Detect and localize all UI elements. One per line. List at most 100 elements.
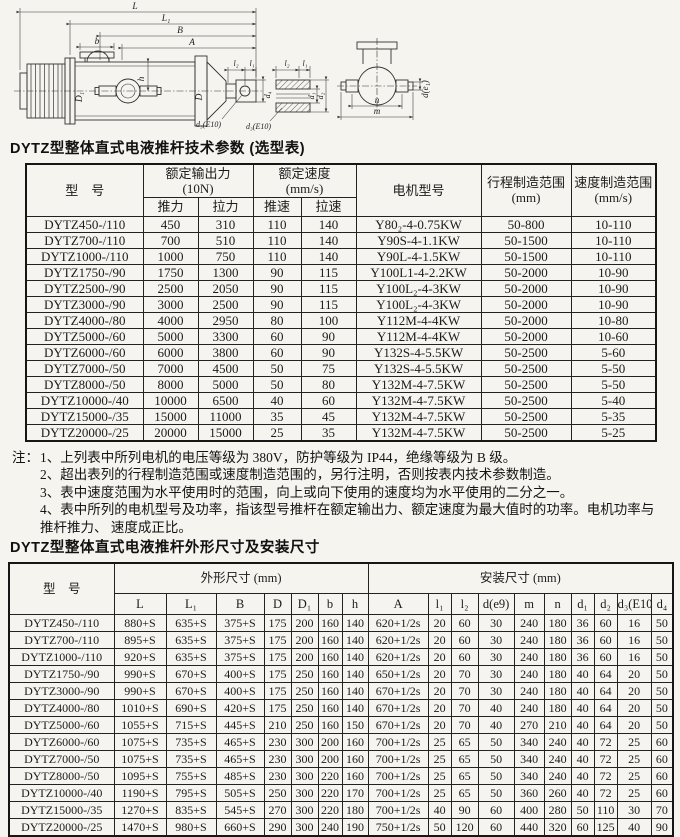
column-header: d(e9) xyxy=(477,592,515,615)
model-cell: DYTZ700-/110 xyxy=(25,231,144,249)
value-cell: 70 xyxy=(450,698,479,717)
value-cell: 60 xyxy=(450,613,479,632)
value-cell: 50-2500 xyxy=(480,375,572,393)
value-cell: 60 xyxy=(650,783,674,802)
value-cell: 300 xyxy=(290,783,319,802)
dim-label-m: m xyxy=(374,106,381,116)
col-header-rated-speed: 额定速度 (mm/s) xyxy=(252,163,357,198)
value-cell: 90 xyxy=(252,279,302,297)
value-cell: 20 xyxy=(616,664,652,683)
value-cell: 750 xyxy=(197,247,254,265)
column-header: l₂ xyxy=(450,592,479,615)
table2-title: DYTZ型整体直式电液推杆外形尺寸及安装尺寸 xyxy=(10,540,320,556)
value-cell: 50 xyxy=(477,783,515,802)
value-cell: 200 xyxy=(317,749,343,768)
value-cell: 50 xyxy=(650,681,674,700)
dim-label-d3: d₃(E10) xyxy=(246,122,271,131)
value-cell: 5000 xyxy=(197,375,254,393)
value-cell: 180 xyxy=(543,630,572,649)
value-cell: 230 xyxy=(263,766,292,785)
value-cell: 300 xyxy=(290,800,319,819)
value-cell: 60 xyxy=(477,800,515,819)
table-row: DYTZ1750-/90 990+S 670+S 400+S 175 250 160 140 6… xyxy=(8,664,674,683)
note-line: 4、表中所列的电机型号及功率，指该型号推杆在额定输出力、额定速度为最大值时的功率… xyxy=(12,501,666,536)
table-row: DYTZ20000-/25 20000 15000 25 35 Y132M-4-7.5KW… xyxy=(25,423,657,441)
column-header: d₂ xyxy=(593,592,618,615)
value-cell: 270 xyxy=(263,800,292,819)
model-cell: DYTZ7000-/50 xyxy=(8,749,115,768)
value-cell: 80 xyxy=(252,311,302,329)
value-cell: 240 xyxy=(543,732,572,751)
value-cell: 670+1/2s xyxy=(367,715,429,734)
value-cell: 90 xyxy=(300,343,357,361)
table-row: DYTZ5000-/60 5000 3300 60 90 Y112M-4-4KW 50-20… xyxy=(25,327,657,345)
value-cell: 375+S xyxy=(215,647,265,666)
value-cell: 375+S xyxy=(215,630,265,649)
table-row: DYTZ4000-/80 1010+S 690+S 420+S 175 250 160 140… xyxy=(8,698,674,717)
value-cell: 10-80 xyxy=(570,311,657,329)
value-cell: 990+S xyxy=(113,664,167,683)
table-row: DYTZ6000-/60 6000 3800 60 90 Y132S-4-5.5KW 50-… xyxy=(25,343,657,361)
value-cell: 250 xyxy=(290,681,319,700)
value-cell: 6000 xyxy=(142,343,199,361)
value-cell: 175 xyxy=(263,698,292,717)
value-cell: 140 xyxy=(300,247,357,265)
header-line: (mm) xyxy=(511,190,541,206)
value-cell: 15000 xyxy=(142,407,199,425)
value-cell: 50 xyxy=(650,664,674,683)
value-cell: 260 xyxy=(543,783,572,802)
note-text: 3、表中速度范围为水平使用时的范围，向上或向下使用的速度均为水平使用的二分之一。 xyxy=(40,484,574,500)
value-cell: 670+S xyxy=(165,681,217,700)
value-cell: 690+S xyxy=(165,698,217,717)
value-cell: 140 xyxy=(300,215,357,233)
value-cell: 120 xyxy=(450,817,479,836)
value-cell: 3300 xyxy=(197,327,254,345)
value-cell: 10-90 xyxy=(570,279,657,297)
value-cell: 20 xyxy=(616,698,652,717)
value-cell: 310 xyxy=(197,215,254,233)
value-cell: 30 xyxy=(616,800,652,819)
value-cell: 90 xyxy=(252,263,302,281)
document-page: L L₁ B A b h D₁ D l₂ l₁ d₄ d₃(E10) xyxy=(8,2,675,837)
model-cell: DYTZ5000-/60 xyxy=(8,715,115,734)
value-cell: 140 xyxy=(341,630,369,649)
table-row: DYTZ3000-/90 990+S 670+S 400+S 175 250 160 140 6… xyxy=(8,681,674,700)
value-cell: 150 xyxy=(341,715,369,734)
value-cell: 230 xyxy=(263,749,292,768)
table-row: DYTZ2500-/90 2500 2050 90 115 Y100L₂-4-3KW 50-… xyxy=(25,279,657,297)
value-cell: 700+1/2s xyxy=(367,783,429,802)
value-cell: 50-800 xyxy=(480,215,572,233)
value-cell: 5-25 xyxy=(570,423,657,441)
value-cell: 2500 xyxy=(197,295,254,313)
value-cell: 700 xyxy=(142,231,199,249)
table-row: DYTZ15000-/35 15000 11000 35 45 Y132M-4-7.5KW… xyxy=(25,407,657,425)
model-cell: DYTZ3000-/90 xyxy=(8,681,115,700)
table1-body: DYTZ450-/110 450 310 110 140 Y80₂-4-0.75KW 50-… xyxy=(25,215,657,441)
value-cell: 16 xyxy=(616,647,652,666)
table-row: DYTZ6000-/60 1075+S 735+S 465+S 230 300 200 160… xyxy=(8,732,674,751)
value-cell: 40 xyxy=(570,783,595,802)
dim-label-l1: l₁ xyxy=(249,59,254,68)
dim-label-d2: d₂ xyxy=(316,92,325,99)
model-cell: DYTZ8000-/50 xyxy=(25,375,144,393)
value-cell: Y132S-4-5.5KW xyxy=(355,359,482,377)
value-cell: 735+S xyxy=(165,732,217,751)
value-cell: 700+1/2s xyxy=(367,732,429,751)
value-cell: 795+S xyxy=(165,783,217,802)
value-cell: Y132M-4-7.5KW xyxy=(355,391,482,409)
value-cell: 50-2500 xyxy=(480,343,572,361)
value-cell: 660+S xyxy=(215,817,265,836)
value-cell: 40 xyxy=(570,732,595,751)
table-row: DYTZ8000-/50 1095+S 755+S 485+S 230 300 220 160… xyxy=(8,766,674,785)
value-cell: 250 xyxy=(290,698,319,717)
value-cell: Y100L₂-4-3KW xyxy=(355,279,482,297)
value-cell: 250 xyxy=(263,783,292,802)
value-cell: 1075+S xyxy=(113,749,167,768)
value-cell: 60 xyxy=(450,647,479,666)
value-cell: 90 xyxy=(450,800,479,819)
value-cell: 400 xyxy=(513,800,545,819)
value-cell: 160 xyxy=(341,732,369,751)
value-cell: 300 xyxy=(290,749,319,768)
value-cell: 10-90 xyxy=(570,263,657,281)
